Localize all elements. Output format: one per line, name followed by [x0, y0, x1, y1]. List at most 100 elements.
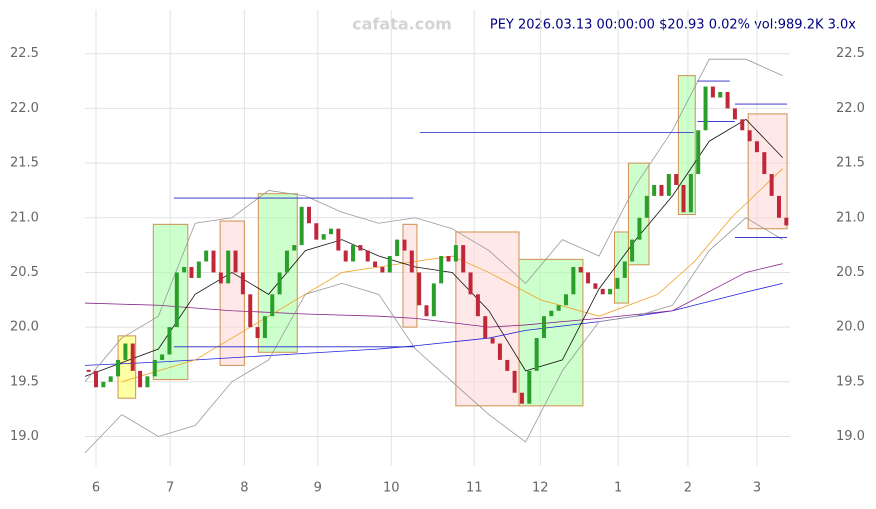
- candle: [549, 310, 554, 317]
- candle: [784, 217, 789, 226]
- x-tick-label: 6: [92, 481, 100, 496]
- y-tick-label: 20.5: [10, 265, 39, 280]
- pattern-box: [219, 220, 245, 366]
- candle: [615, 277, 620, 289]
- candle: [776, 195, 781, 218]
- candle: [123, 343, 128, 360]
- candle: [373, 261, 378, 267]
- indicator-line: [84, 58, 783, 383]
- candle: [402, 239, 407, 251]
- candle: [637, 217, 642, 240]
- chart-title: PEY 2026.03.13 00:00:00 $20.93 0.02% vol…: [490, 18, 856, 33]
- candle: [512, 370, 517, 393]
- candle: [292, 245, 297, 251]
- candle: [497, 343, 502, 360]
- candle: [747, 130, 752, 142]
- candle: [762, 152, 767, 175]
- candle: [446, 256, 451, 262]
- candle: [483, 316, 488, 339]
- candle: [703, 86, 708, 131]
- x-tick-label: 1: [614, 481, 622, 496]
- candle: [116, 359, 121, 377]
- candle: [395, 239, 400, 257]
- candle: [160, 354, 165, 360]
- candle: [718, 92, 723, 98]
- y-tick-label-right: 22.5: [836, 46, 865, 61]
- candle: [196, 261, 201, 278]
- y-tick-label-right: 19.5: [836, 374, 865, 389]
- candle: [571, 266, 576, 295]
- candle: [211, 250, 216, 273]
- candle: [468, 272, 473, 295]
- candle: [519, 392, 524, 404]
- candle: [262, 316, 267, 339]
- x-tick-label: 10: [383, 481, 400, 496]
- x-tick-label: 7: [166, 481, 174, 496]
- candle: [644, 195, 649, 218]
- candle: [754, 141, 759, 153]
- candle: [725, 92, 730, 109]
- candle: [380, 266, 385, 273]
- candle: [688, 174, 693, 213]
- y-tick-label-right: 19.0: [836, 429, 865, 444]
- candle: [417, 272, 422, 306]
- candle: [431, 283, 436, 317]
- indicator-line: [84, 282, 783, 366]
- candle: [630, 239, 635, 262]
- candle: [189, 266, 194, 278]
- candle: [138, 370, 143, 388]
- candle: [108, 376, 113, 382]
- candle: [681, 184, 686, 213]
- candle: [453, 245, 458, 262]
- candle: [167, 327, 172, 355]
- y-tick-label: 19.5: [10, 374, 39, 389]
- y-tick-label-right: 21.0: [836, 210, 865, 225]
- x-tick-label: 3: [753, 481, 761, 496]
- candle: [659, 184, 664, 196]
- candle: [365, 250, 370, 262]
- y-tick-label: 22.0: [10, 101, 39, 116]
- candle: [321, 234, 326, 240]
- y-tick-label-right: 20.0: [836, 320, 865, 335]
- candle: [204, 250, 209, 262]
- candle: [336, 228, 341, 251]
- y-tick-label-right: 22.0: [836, 101, 865, 116]
- candle: [564, 294, 569, 306]
- candle: [94, 370, 99, 388]
- pattern-box: [402, 223, 418, 328]
- y-tick-label: 22.5: [10, 46, 39, 61]
- pattern-box: [747, 113, 788, 230]
- watermark: cafata.com: [352, 15, 452, 34]
- candle: [101, 381, 106, 388]
- candle: [534, 338, 539, 371]
- y-tick-label-right: 21.5: [836, 156, 865, 171]
- candle: [284, 250, 289, 273]
- candle: [696, 130, 701, 175]
- candle: [740, 119, 745, 131]
- candle: [130, 343, 135, 371]
- pattern-box: [152, 223, 189, 381]
- candle: [358, 245, 363, 251]
- candle: [255, 327, 260, 339]
- candle: [270, 294, 275, 317]
- candle: [475, 294, 480, 317]
- candle: [505, 359, 510, 371]
- candle: [218, 272, 223, 284]
- x-tick-label: 8: [240, 481, 248, 496]
- y-tick-label: 19.0: [10, 429, 39, 444]
- candle: [608, 288, 613, 295]
- candle: [182, 266, 187, 273]
- candle: [351, 245, 356, 262]
- x-tick-label: 12: [532, 481, 549, 496]
- candle: [277, 272, 282, 295]
- x-tick-label: 2: [684, 481, 692, 496]
- candle: [541, 316, 546, 339]
- candle: [556, 305, 561, 311]
- candle: [710, 86, 715, 98]
- pattern-box: [455, 231, 520, 407]
- y-tick-label-right: 20.5: [836, 265, 865, 280]
- candle: [527, 370, 532, 404]
- candle: [145, 376, 150, 388]
- x-tick-label: 11: [466, 481, 483, 496]
- candle: [152, 359, 157, 377]
